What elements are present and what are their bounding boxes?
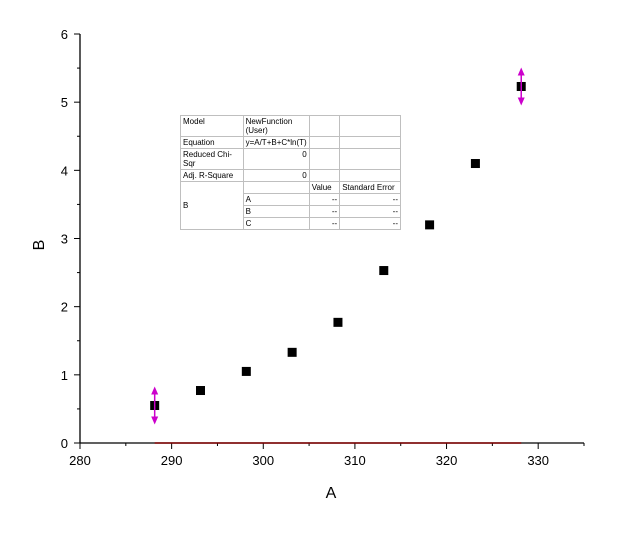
axes: 280 290 300 310 320 330 0 1 2 3 4 5 6 bbox=[61, 27, 585, 468]
fit-results-table: Model NewFunction (User) Equation y=A/T+… bbox=[180, 115, 401, 230]
range-marker bbox=[517, 67, 525, 106]
range-marker-down-arrow bbox=[517, 97, 525, 106]
x-tick-label: 310 bbox=[344, 453, 366, 468]
y-tick-label: 2 bbox=[61, 300, 68, 315]
x-axis-title: A bbox=[326, 485, 337, 502]
x-tick-label: 320 bbox=[436, 453, 458, 468]
data-point bbox=[425, 220, 435, 230]
chisqr-label: Reduced Chi-Sqr bbox=[180, 148, 244, 170]
param-value: -- bbox=[308, 193, 341, 206]
y-tick-label: 6 bbox=[61, 27, 68, 42]
range-marker-up-arrow bbox=[151, 386, 159, 395]
param-value: -- bbox=[308, 217, 341, 230]
equation-value: y=A/T+B+C*ln(T) bbox=[242, 136, 310, 149]
param-stderr: -- bbox=[339, 205, 401, 218]
param-group-label: B bbox=[180, 181, 244, 230]
x-tick-label: 300 bbox=[252, 453, 274, 468]
data-point bbox=[287, 347, 297, 357]
x-tick-label: 330 bbox=[527, 453, 549, 468]
range-marker bbox=[151, 386, 159, 425]
data-point bbox=[470, 159, 480, 169]
y-tick-label: 4 bbox=[61, 163, 68, 178]
model-label: Model bbox=[180, 115, 244, 137]
param-row: C -- -- bbox=[181, 217, 401, 230]
data-point bbox=[196, 386, 206, 396]
stderr-header: Standard Error bbox=[339, 181, 401, 194]
x-tick-label: 290 bbox=[161, 453, 183, 468]
param-name: B bbox=[242, 205, 310, 218]
range-marker-up-arrow bbox=[517, 67, 525, 76]
param-name: C bbox=[242, 217, 310, 230]
y-tick-label: 1 bbox=[61, 368, 68, 383]
y-tick-label: 5 bbox=[61, 95, 68, 110]
param-stderr: -- bbox=[339, 193, 401, 206]
y-tick-label: 0 bbox=[61, 436, 68, 451]
r2-label: Adj. R-Square bbox=[180, 169, 244, 182]
x-tick-label: 280 bbox=[69, 453, 91, 468]
range-marker-down-arrow bbox=[151, 416, 159, 425]
data-point bbox=[379, 266, 389, 276]
chisqr-value: 0 bbox=[242, 148, 310, 170]
data-point bbox=[241, 366, 251, 376]
model-value: NewFunction (User) bbox=[242, 115, 310, 137]
y-axis-title: B bbox=[31, 240, 48, 251]
y-tick-label: 3 bbox=[61, 232, 68, 247]
data-point bbox=[333, 317, 343, 327]
param-row: B -- -- bbox=[181, 205, 401, 218]
value-header: Value bbox=[308, 181, 341, 194]
data-marks bbox=[150, 67, 526, 444]
param-name: A bbox=[242, 193, 310, 206]
param-value: -- bbox=[308, 205, 341, 218]
equation-label: Equation bbox=[180, 136, 244, 149]
r2-value: 0 bbox=[242, 169, 310, 182]
param-stderr: -- bbox=[339, 217, 401, 230]
